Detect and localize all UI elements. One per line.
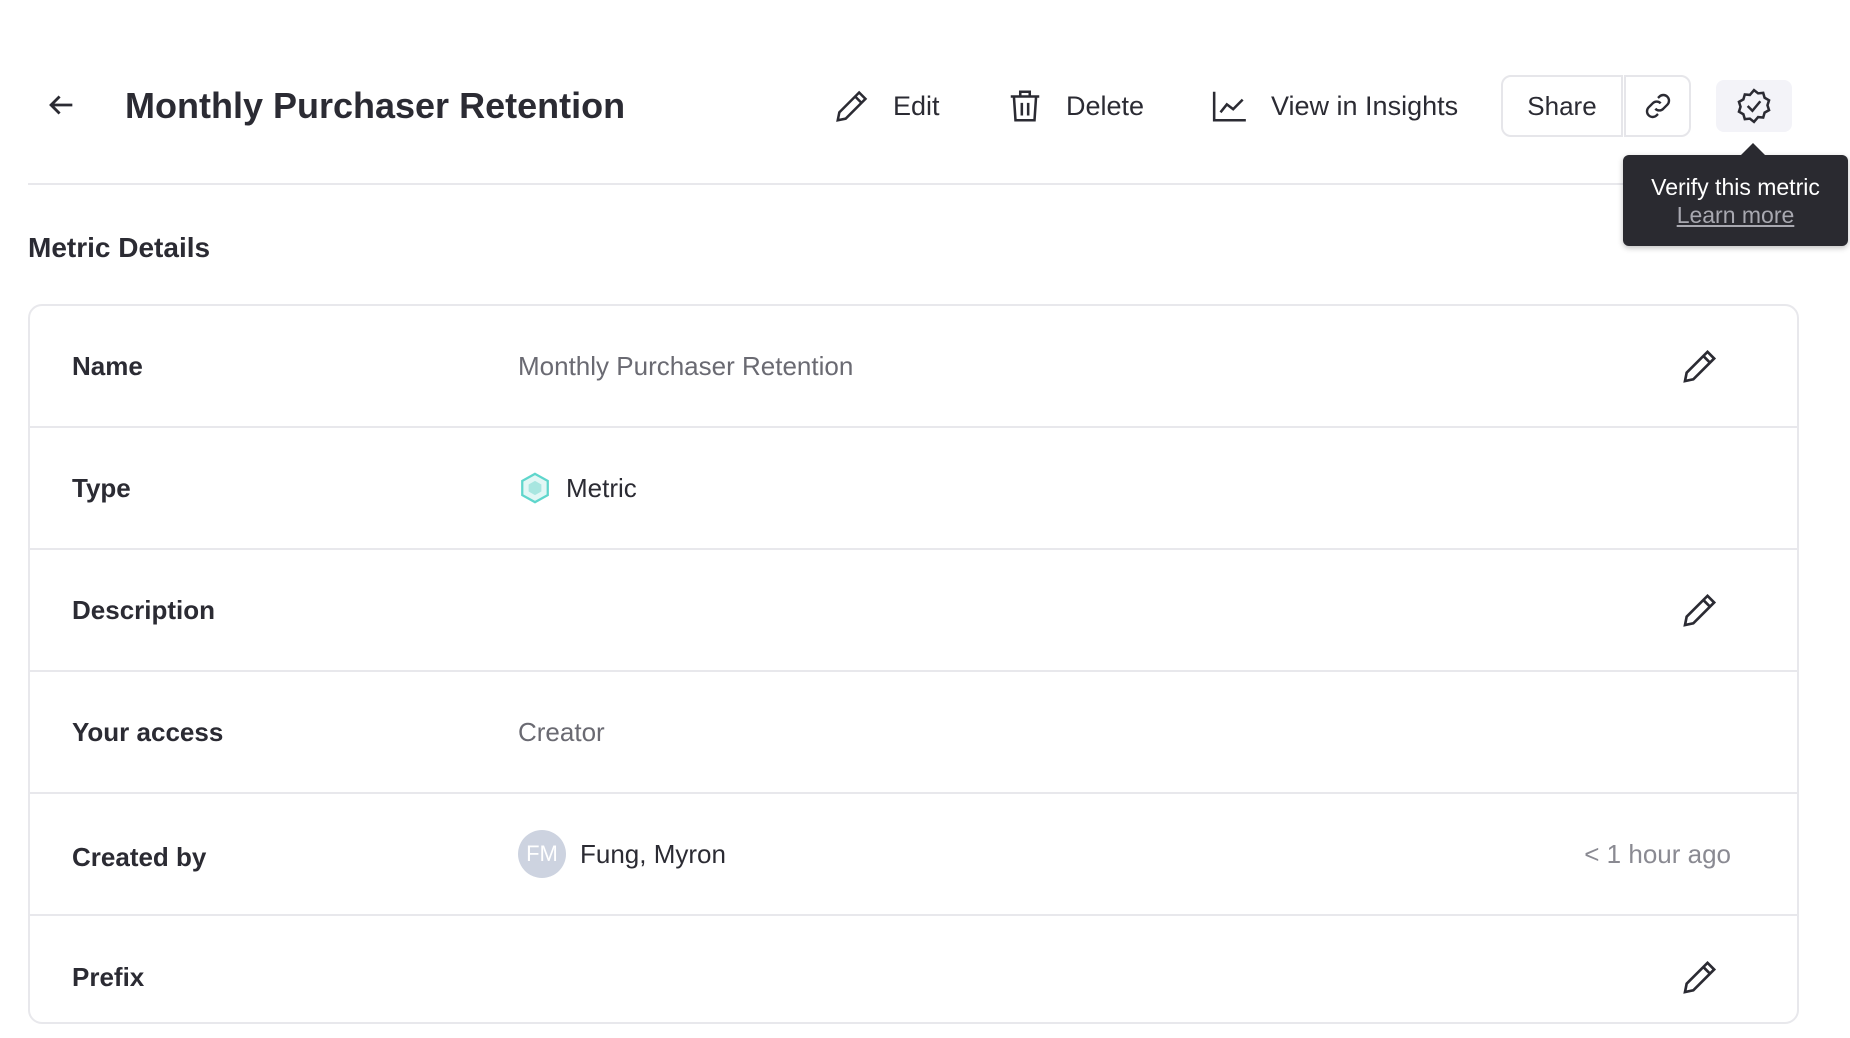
type-value: Metric [566,472,637,503]
detail-row-name: Name Monthly Purchaser Retention [30,306,1797,428]
creator-name: Fung, Myron [580,838,726,869]
edit-button[interactable]: Edit [833,82,940,130]
edit-label: Edit [893,90,940,121]
delete-button[interactable]: Delete [1006,82,1144,130]
created-timestamp: < 1 hour ago [1584,838,1731,869]
share-label: Share [1527,90,1597,121]
copy-link-button[interactable] [1624,75,1691,137]
edit-description-pencil-icon[interactable] [1680,590,1720,630]
arrow-left-icon [49,95,73,115]
verified-badge-icon [1737,88,1771,124]
line-chart-icon [1212,91,1246,122]
row-value: FM Fung, Myron [518,830,726,878]
row-value: Metric [518,471,637,505]
pencil-icon [836,90,868,122]
header-divider [28,183,1800,185]
delete-label: Delete [1066,90,1145,121]
view-in-insights-button[interactable]: View in Insights [1211,82,1458,130]
learn-more-link[interactable]: Learn more [1676,202,1795,228]
edit-name-pencil-icon[interactable] [1680,346,1720,386]
row-value: Monthly Purchaser Retention [518,350,854,381]
edit-prefix-pencil-icon[interactable] [1680,957,1720,997]
row-label: Your access [72,716,224,747]
row-label: Name [72,350,143,381]
row-label: Type [72,472,131,503]
detail-row-created-by: Created by FM Fung, Myron < 1 hour ago [30,794,1797,916]
row-label: Created by [72,841,207,872]
trash-icon [1010,90,1040,122]
section-title: Metric Details [28,232,211,263]
detail-row-prefix: Prefix [30,916,1797,1038]
metric-hexagon-icon [521,472,549,504]
page-title: Monthly Purchaser Retention [125,85,626,126]
avatar: FM [518,830,566,878]
back-button[interactable] [44,88,78,122]
detail-row-type: Type Metric [30,428,1797,550]
verify-metric-button[interactable] [1716,80,1792,132]
detail-row-access: Your access Creator [30,672,1797,794]
share-button[interactable]: Share [1501,75,1623,137]
row-label: Prefix [72,961,145,992]
row-label: Description [72,594,216,625]
detail-row-description: Description [30,550,1797,672]
tooltip-text: Verify this metric [1651,174,1820,200]
row-value: Creator [518,716,605,747]
verify-tooltip: Verify this metric Learn more [1623,143,1848,246]
metric-details-card: Name Monthly Purchaser Retention Type Me… [28,304,1799,1024]
insights-label: View in Insights [1271,90,1459,121]
link-icon [1645,93,1670,119]
